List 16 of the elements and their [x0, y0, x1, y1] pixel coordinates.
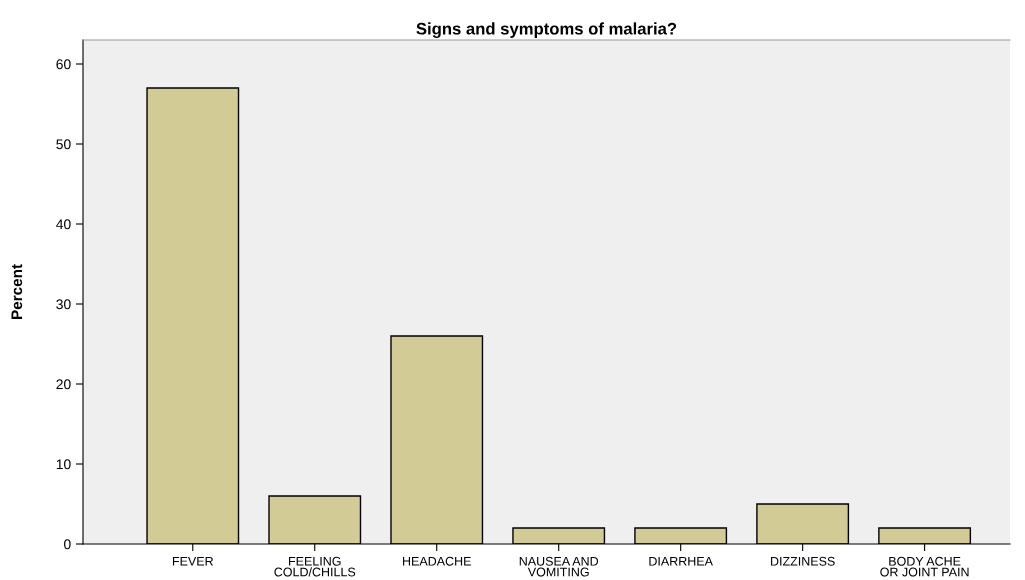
y-tick-label: 40 [56, 219, 71, 230]
x-tick-label: DIZZINESS [771, 556, 835, 566]
y-tick-label: 20 [56, 379, 71, 390]
x-tick-label: NAUSEA AND VOMITING [519, 556, 599, 577]
x-tick-label: HEADACHE [403, 556, 471, 566]
y-axis-title: Percent [11, 264, 23, 319]
x-tick-label: DIARRHEA [649, 556, 713, 566]
y-tick-label: 30 [56, 299, 71, 310]
x-tick-label: FEVER [172, 556, 214, 566]
y-tick-label: 50 [56, 139, 71, 150]
x-tick-label: BODY ACHE OR JOINT PAIN [880, 556, 969, 577]
y-tick-label: 0 [64, 539, 71, 550]
x-tick-label: FEELING COLD/CHILLS [274, 556, 356, 577]
chart-title: Signs and symptoms of malaria? [416, 22, 677, 38]
y-tick-label: 10 [56, 459, 71, 470]
y-tick-label: 60 [56, 59, 71, 70]
